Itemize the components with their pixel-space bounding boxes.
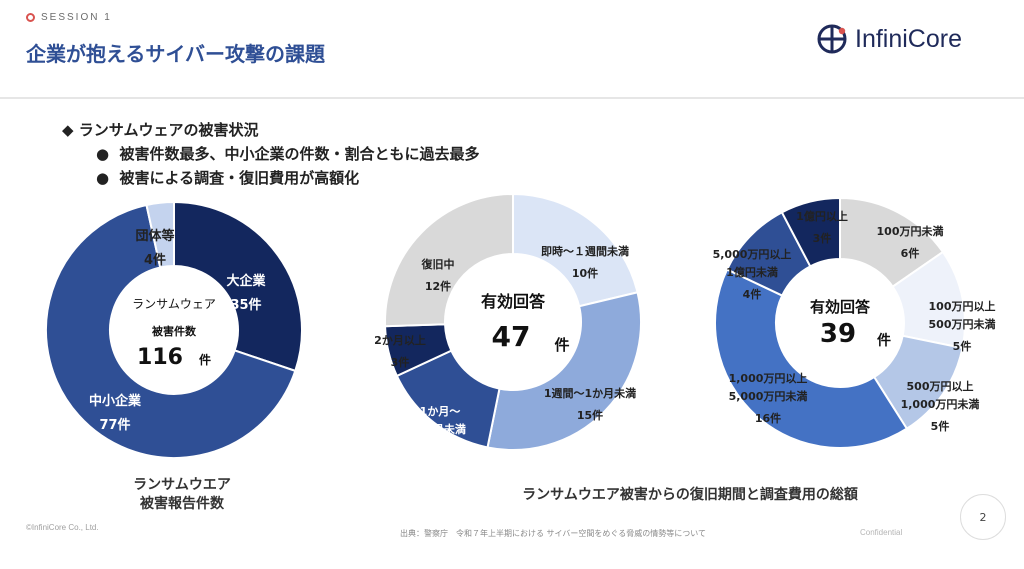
chart3-slice-5-label-1: 5,000万円以上 [713, 247, 792, 261]
infinicore-logo-icon [817, 24, 847, 54]
chart1-caption-line1: ランサムウエア [133, 477, 231, 493]
chart1-slice-1-label: 大企業 [226, 273, 266, 289]
copyright: ©InfiniCore Co., Ltd. [26, 523, 99, 532]
bullet-list: ◆ ランサムウェアの被害状況 ● 被害件数最多、中小企業の件数・割合ともに過去最… [62, 118, 480, 190]
chart2-slice-5-value: 12件 [425, 279, 451, 293]
bullet-sub-1-text: 被害件数最多、中小企業の件数・割合ともに過去最多 [119, 145, 480, 163]
chart1-center-label-2: 被害件数 [152, 324, 197, 338]
chart3-slice-4-label-1: 1,000万円以上 [729, 371, 808, 385]
chart2-slice-1 [512, 192, 639, 308]
chart2-slice-1-label: 即時～１週間未満 [541, 244, 629, 258]
chart2-slice-2-label: 1週間～1か月未満 [544, 386, 636, 400]
chart23-caption: ランサムウエア被害からの復旧期間と調査費用の総額 [522, 487, 858, 503]
page-number: 2 [960, 494, 1006, 540]
chart1-center-value: 116 [137, 345, 183, 370]
chart1-slice-3-label: 団体等 [135, 228, 174, 244]
chart3-slice-2-label-2: 500万円未満 [929, 317, 996, 331]
chart1-slice-1 [173, 200, 303, 373]
chart3-slice-1-label: 100万円未満 [877, 224, 944, 238]
chart1-slice-3 [145, 200, 175, 269]
chart3-slice-5-label-2: 1億円未満 [726, 265, 778, 279]
bullet-sub-2: ● 被害による調査・復旧費用が高額化 [96, 169, 360, 187]
chart3-slice-1-value: 6件 [901, 246, 920, 260]
chart3-slice-6-label: 1億円以上 [796, 209, 848, 223]
chart2-center-label-1: 有効回答 [481, 292, 546, 311]
chart1-slice-3-value: 4件 [144, 252, 166, 268]
chart1-slice-2-label: 中小企業 [89, 393, 142, 409]
page-title: 企業が抱えるサイバー攻撃の課題 [26, 42, 325, 66]
chart3-slice-6 [780, 196, 841, 268]
chart2-slice-4-label: 2か月以上 [374, 333, 426, 347]
chart1-caption-line2: 被害報告件数 [140, 496, 224, 512]
chart3-slice-2-value: 5件 [953, 339, 972, 353]
bullet-main-text: ランサムウェアの被害状況 [78, 121, 259, 139]
chart3-slice-4-value: 16件 [755, 411, 781, 425]
chart2-center-unit: 件 [554, 336, 569, 354]
logo: InfiniCore [815, 22, 962, 56]
chart2-slice-2-value: 15件 [577, 408, 603, 422]
chart2-slice-5-label: 復旧中 [421, 257, 455, 271]
chart3-slice-3-label-1: 500万円以上 [907, 379, 974, 393]
bullet-main: ◆ ランサムウェアの被害状況 [62, 121, 259, 139]
logo-text: InfiniCore [855, 24, 962, 53]
chart3-slice-2-label-1: 100万円以上 [929, 299, 996, 313]
chart3-center-label-1: 有効回答 [810, 298, 871, 316]
bullet-sub-1: ● 被害件数最多、中小企業の件数・割合ともに過去最多 [96, 145, 480, 163]
session-text: SESSION 1 [41, 12, 112, 23]
bullet-sub-2-text: 被害による調査・復旧費用が高額化 [119, 169, 360, 187]
chart2-slice-1-value: 10件 [572, 266, 598, 280]
chart1-caption: ランサムウエア 被害報告件数 [92, 476, 272, 514]
chart3-slice-3-value: 5件 [931, 419, 950, 433]
header-divider [0, 97, 1024, 99]
chart1-center-label-1: ランサムウェア [132, 297, 216, 311]
chart3-center-value: 39 [820, 319, 856, 349]
chart2-slice-2 [486, 291, 642, 451]
chart1-slice-2-value: 77件 [99, 417, 130, 433]
chart3-slice-4-label-2: 5,000万円未満 [729, 389, 808, 403]
chart2-slice-5 [384, 192, 514, 328]
session-circle-icon [26, 13, 35, 22]
confidential-label: Confidential [860, 528, 903, 537]
chart2-center-value: 47 [492, 320, 531, 353]
chart3-slice-6-value: 3件 [813, 231, 832, 245]
chart2-slice-4-value: 3件 [391, 355, 410, 369]
chart1-slice-2 [45, 203, 297, 459]
chart2-slice-3-label-1: 1か月～ [420, 405, 461, 418]
chart3-slice-5-value: 4件 [743, 287, 762, 301]
chart3-center-unit: 件 [877, 332, 891, 349]
session-label: SESSION 1 [26, 12, 112, 23]
chart1-slice-1-value: 35件 [230, 297, 261, 313]
chart2-slice-3-label-2: 2か月未満 [414, 422, 466, 436]
source-note: 出典：警察庁 令和７年上半期における サイバー空間をめぐる脅威の情勢等について [400, 529, 706, 538]
chart2-slice-3-value: 7件 [431, 444, 450, 458]
chart3-slice-3-label-2: 1,000万円未満 [901, 397, 980, 411]
chart3-slice-4 [714, 268, 909, 449]
chart1-center-unit: 件 [199, 352, 211, 367]
